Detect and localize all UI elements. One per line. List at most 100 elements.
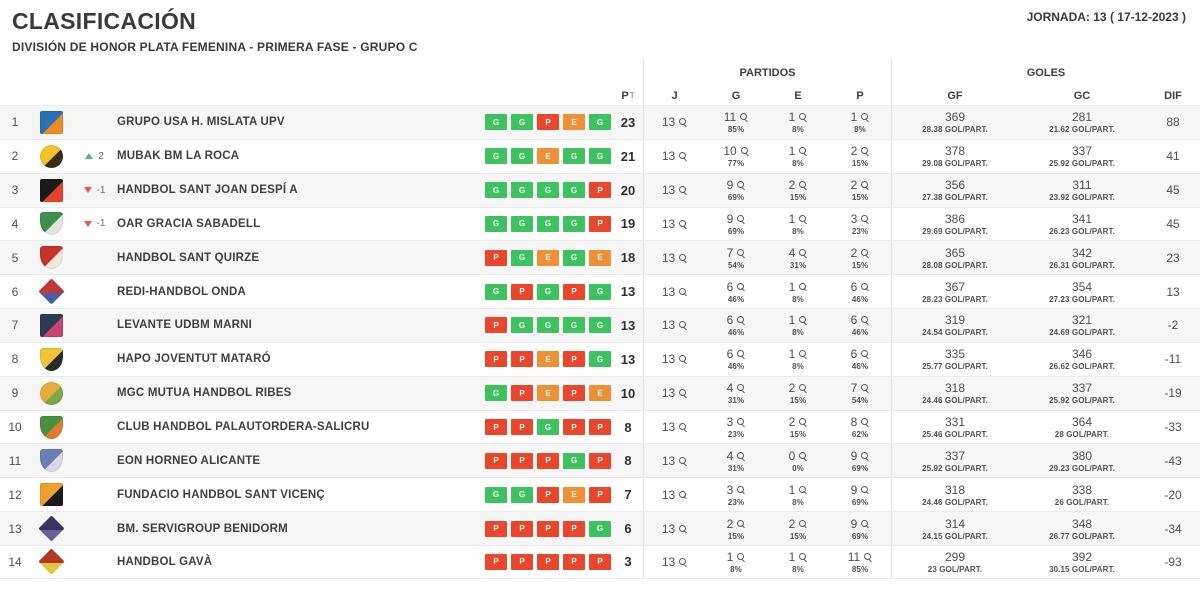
magnifier-icon[interactable] [737, 418, 745, 426]
form-result-box: G [537, 317, 559, 334]
matches-won: 9 69% [705, 208, 767, 241]
position: 8 [11, 352, 19, 367]
won-value: 1 [726, 549, 734, 564]
magnifier-icon[interactable] [737, 316, 745, 324]
magnifier-icon[interactable] [864, 552, 872, 561]
points: 19 [620, 216, 636, 232]
magnifier-icon[interactable] [737, 248, 745, 257]
team-logo [30, 411, 72, 444]
form-result-box: G [589, 148, 611, 165]
goals-against: 364 28 GOL/PART. [1018, 411, 1146, 444]
magnifier-icon[interactable] [679, 524, 687, 533]
form-result-box: G [511, 148, 533, 165]
magnifier-icon[interactable] [737, 214, 745, 223]
matches-lost: 11 85% [829, 546, 891, 578]
magnifier-icon[interactable] [679, 490, 687, 499]
form-result-box: P [511, 419, 533, 436]
goals-for-value: 314 [944, 516, 966, 531]
magnifier-icon[interactable] [679, 321, 687, 329]
drawn-percent: 31% [789, 260, 807, 270]
drawn-value: 1 [788, 313, 796, 328]
matches-drawn: 2 15% [767, 174, 829, 207]
magnifier-icon[interactable] [679, 423, 687, 431]
matches-drawn: 2 15% [767, 377, 829, 410]
magnifier-icon[interactable] [799, 552, 807, 561]
played-value: 13 [661, 487, 676, 502]
magnifier-icon[interactable] [679, 287, 687, 296]
magnifier-icon[interactable] [861, 316, 869, 324]
position-change [72, 343, 117, 376]
team-name: OAR GRACIA SABADELL [117, 217, 261, 230]
goal-difference: -11 [1164, 352, 1182, 367]
matches-drawn: 1 8% [767, 140, 829, 173]
magnifier-icon[interactable] [740, 147, 749, 155]
goals-against-average: 30.15 GOL/PART. [1049, 564, 1115, 574]
magnifier-icon[interactable] [737, 519, 745, 528]
magnifier-icon[interactable] [799, 214, 807, 223]
magnifier-icon[interactable] [679, 152, 687, 160]
magnifier-icon[interactable] [861, 282, 869, 291]
magnifier-icon[interactable] [799, 384, 807, 392]
magnifier-icon[interactable] [861, 451, 869, 460]
magnifier-icon[interactable] [799, 350, 807, 358]
magnifier-icon[interactable] [861, 350, 869, 358]
magnifier-icon[interactable] [799, 248, 807, 257]
magnifier-icon[interactable] [679, 118, 687, 126]
magnifier-icon[interactable] [737, 181, 745, 189]
team-name: HANDBOL SANT QUIRZE [117, 251, 260, 264]
drawn-percent: 15% [789, 531, 807, 541]
won-value: 6 [726, 313, 734, 328]
magnifier-icon[interactable] [679, 389, 687, 397]
magnifier-icon[interactable] [861, 248, 869, 257]
magnifier-icon[interactable] [861, 113, 869, 121]
magnifier-icon[interactable] [799, 451, 807, 460]
magnifier-icon[interactable] [861, 181, 869, 189]
team-name: GRUPO USA H. MISLATA UPV [117, 116, 285, 129]
magnifier-icon[interactable] [679, 557, 687, 566]
goals-against-average: 26 GOL/PART. [1054, 497, 1110, 507]
magnifier-icon[interactable] [799, 418, 807, 426]
magnifier-icon[interactable] [799, 282, 807, 291]
magnifier-icon[interactable] [799, 181, 807, 189]
goal-difference: -43 [1164, 453, 1182, 468]
magnifier-icon[interactable] [799, 113, 807, 121]
magnifier-icon[interactable] [799, 147, 807, 155]
magnifier-icon[interactable] [861, 147, 869, 155]
team-name: LEVANTE UDBM MARNI [117, 319, 252, 332]
magnifier-icon[interactable] [737, 451, 745, 460]
magnifier-icon[interactable] [861, 418, 869, 426]
magnifier-icon[interactable] [799, 316, 807, 324]
lost-value: 7 [850, 381, 858, 396]
form-result-box: G [511, 249, 533, 266]
team-logo [30, 309, 72, 342]
magnifier-icon[interactable] [861, 214, 869, 223]
points: 13 [620, 284, 636, 300]
team-crest-icon [39, 381, 63, 405]
magnifier-icon[interactable] [799, 485, 807, 494]
magnifier-icon[interactable] [861, 384, 869, 392]
position: 3 [11, 183, 19, 198]
magnifier-icon[interactable] [737, 384, 745, 392]
team-crest-icon [37, 278, 65, 305]
form-result-box: G [511, 317, 533, 334]
goals-against-value: 337 [1071, 144, 1093, 159]
goals-against-value: 380 [1071, 448, 1093, 463]
magnifier-icon[interactable] [679, 219, 687, 228]
drawn-value: 2 [788, 381, 796, 396]
goals-against: 338 26 GOL/PART. [1018, 478, 1146, 511]
magnifier-icon[interactable] [737, 282, 745, 291]
magnifier-icon[interactable] [679, 355, 687, 363]
magnifier-icon[interactable] [861, 485, 869, 494]
magnifier-icon[interactable] [679, 253, 687, 262]
magnifier-icon[interactable] [679, 456, 687, 465]
form-result-box: G [511, 182, 533, 199]
magnifier-icon[interactable] [737, 552, 745, 561]
magnifier-icon[interactable] [679, 186, 687, 194]
magnifier-icon[interactable] [799, 519, 807, 528]
magnifier-icon[interactable] [737, 350, 745, 358]
magnifier-icon[interactable] [740, 113, 748, 121]
magnifier-icon[interactable] [861, 519, 869, 528]
goals-for-value: 337 [944, 448, 966, 463]
magnifier-icon[interactable] [737, 485, 745, 494]
team-crest-icon [39, 313, 63, 337]
